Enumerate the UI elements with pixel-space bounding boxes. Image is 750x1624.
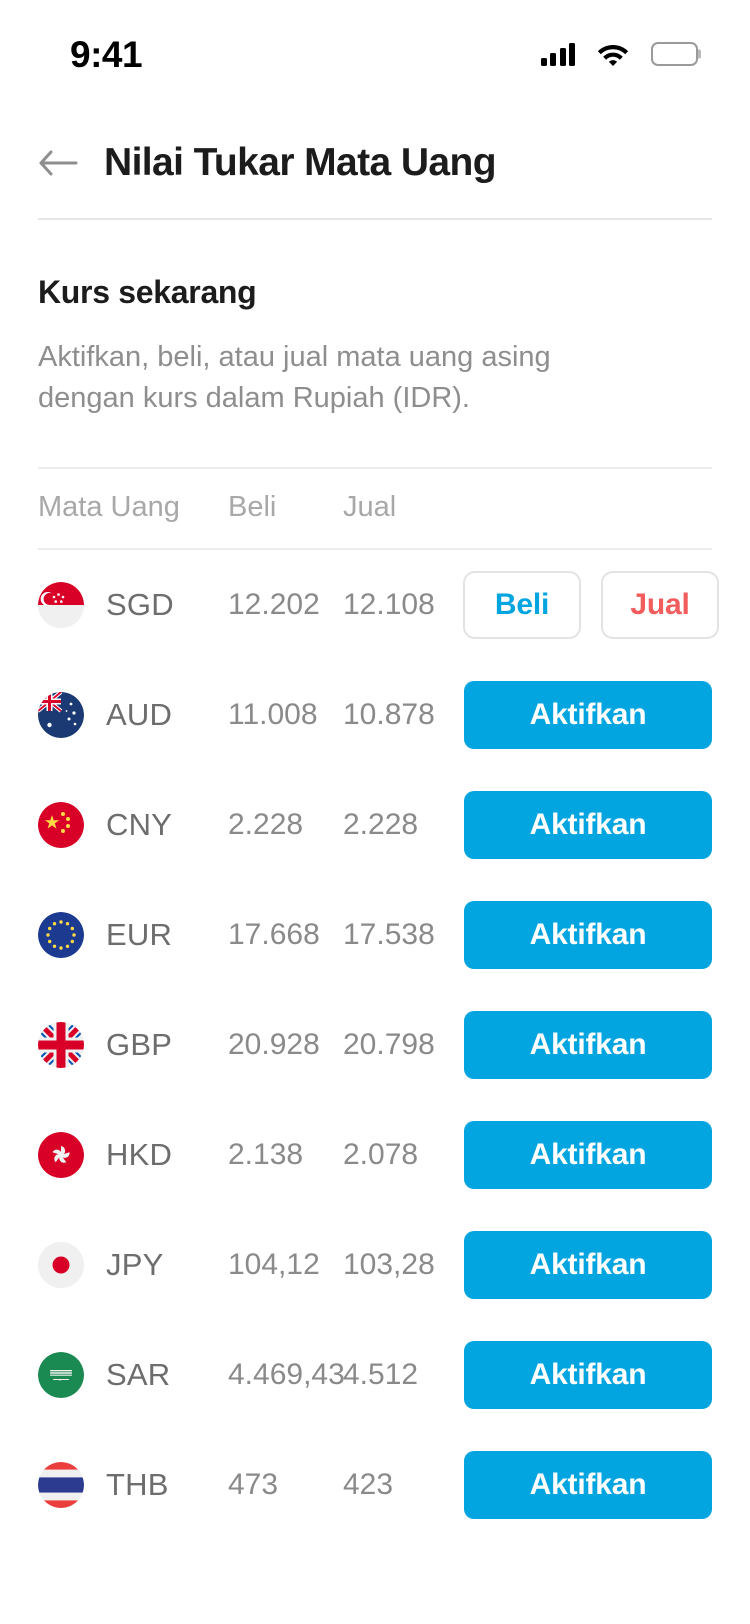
- column-header-buy: Beli: [228, 491, 277, 524]
- aktifkan-button[interactable]: Aktifkan: [464, 791, 712, 860]
- intro-description: Aktifkan, beli, atau jual mata uang asin…: [38, 341, 551, 415]
- sell-rate: 4.512: [343, 1358, 419, 1392]
- app-bar: Nilai Tukar Mata Uang: [0, 108, 750, 218]
- beli-button[interactable]: Beli: [463, 571, 581, 640]
- currency-code: THB: [106, 1467, 169, 1503]
- aktifkan-button[interactable]: Aktifkan: [464, 1451, 712, 1520]
- wifi-icon: [597, 42, 629, 66]
- flag-australia-icon: [38, 692, 84, 739]
- aktifkan-button[interactable]: Aktifkan: [464, 1341, 712, 1410]
- battery-full-icon: [651, 42, 698, 66]
- flag-saudi-arabia-icon: [38, 1352, 84, 1399]
- aktifkan-button[interactable]: Aktifkan: [464, 901, 712, 970]
- buy-rate: 17.668: [228, 918, 320, 952]
- currency-code: GBP: [106, 1027, 173, 1063]
- status-bar-time: 9:41: [70, 33, 143, 75]
- status-bar-icons: [540, 42, 698, 66]
- buy-rate: 473: [228, 1468, 279, 1502]
- column-header-sell: Jual: [343, 491, 397, 524]
- page-title: Nilai Tukar Mata Uang: [104, 141, 497, 184]
- sell-rate: 423: [343, 1468, 394, 1502]
- aktifkan-button[interactable]: Aktifkan: [464, 1121, 712, 1190]
- currency-rows: SGD 12.202 12.108 Beli Jual AUD 11.008 10.878 Ak…: [0, 550, 750, 1540]
- sell-rate: 17.538: [343, 918, 435, 952]
- flag-japan-icon: [38, 1242, 84, 1289]
- flag-european-union-icon: [38, 912, 84, 959]
- intro-heading: Kurs sekarang: [38, 274, 257, 310]
- currency-row-aud: AUD 11.008 10.878 Aktifkan: [0, 660, 750, 770]
- currency-row-jpy: JPY 104,12 103,28 Aktifkan: [0, 1210, 750, 1320]
- cellular-signal-icon: [540, 42, 575, 66]
- jual-button[interactable]: Jual: [601, 571, 719, 640]
- flag-china-icon: [38, 802, 84, 849]
- buy-rate: 11.008: [228, 698, 318, 732]
- app-bar-divider: [38, 218, 712, 220]
- sell-rate: 2.228: [343, 808, 419, 842]
- aktifkan-button[interactable]: Aktifkan: [464, 681, 712, 750]
- currency-code: CNY: [106, 807, 173, 843]
- column-header-currency: Mata Uang: [38, 491, 180, 524]
- currency-code: SGD: [106, 587, 174, 623]
- currency-code: EUR: [106, 917, 173, 953]
- currency-row-thb: THB 473 423 Aktifkan: [0, 1430, 750, 1540]
- sell-rate: 103,28: [343, 1248, 435, 1282]
- table-top-divider: [38, 467, 712, 470]
- buy-rate: 104,12: [228, 1248, 320, 1282]
- currency-row-sar: SAR 4.469,43 4.512 Aktifkan: [0, 1320, 750, 1430]
- currency-row-gbp: GBP 20.928 20.798 Aktifkan: [0, 990, 750, 1100]
- currency-row-eur: EUR 17.668 17.538 Aktifkan: [0, 880, 750, 990]
- sell-rate: 2.078: [343, 1138, 419, 1172]
- currency-table: Mata Uang Beli Jual SGD 12.202 12.108 Beli J…: [0, 467, 750, 1540]
- status-bar: 9:41: [0, 0, 750, 108]
- aktifkan-button[interactable]: Aktifkan: [464, 1011, 712, 1080]
- sell-rate: 12.108: [343, 588, 435, 622]
- intro-section: Kurs sekarang Aktifkan, beli, atau jual …: [0, 220, 750, 419]
- flag-hong-kong-icon: [38, 1132, 84, 1179]
- buy-rate: 12.202: [228, 588, 320, 622]
- table-header-divider: [38, 548, 712, 551]
- flag-united-kingdom-icon: [38, 1022, 84, 1069]
- sell-rate: 10.878: [343, 698, 435, 732]
- back-arrow-icon[interactable]: [38, 142, 80, 184]
- table-header-row: Mata Uang Beli Jual: [0, 469, 750, 548]
- currency-code: SAR: [106, 1357, 171, 1393]
- buy-rate: 2.228: [228, 808, 304, 842]
- sell-rate: 20.798: [343, 1028, 435, 1062]
- currency-code: AUD: [106, 697, 173, 733]
- currency-row-cny: CNY 2.228 2.228 Aktifkan: [0, 770, 750, 880]
- buy-rate: 2.138: [228, 1138, 304, 1172]
- flag-thailand-icon: [38, 1462, 84, 1509]
- buy-rate: 4.469,43: [228, 1358, 345, 1392]
- currency-row-sgd: SGD 12.202 12.108 Beli Jual: [0, 550, 750, 660]
- flag-singapore-icon: [38, 582, 84, 629]
- currency-code: HKD: [106, 1137, 173, 1173]
- currency-row-hkd: HKD 2.138 2.078 Aktifkan: [0, 1100, 750, 1210]
- currency-code: JPY: [106, 1247, 164, 1283]
- buy-rate: 20.928: [228, 1028, 320, 1062]
- aktifkan-button[interactable]: Aktifkan: [464, 1231, 712, 1300]
